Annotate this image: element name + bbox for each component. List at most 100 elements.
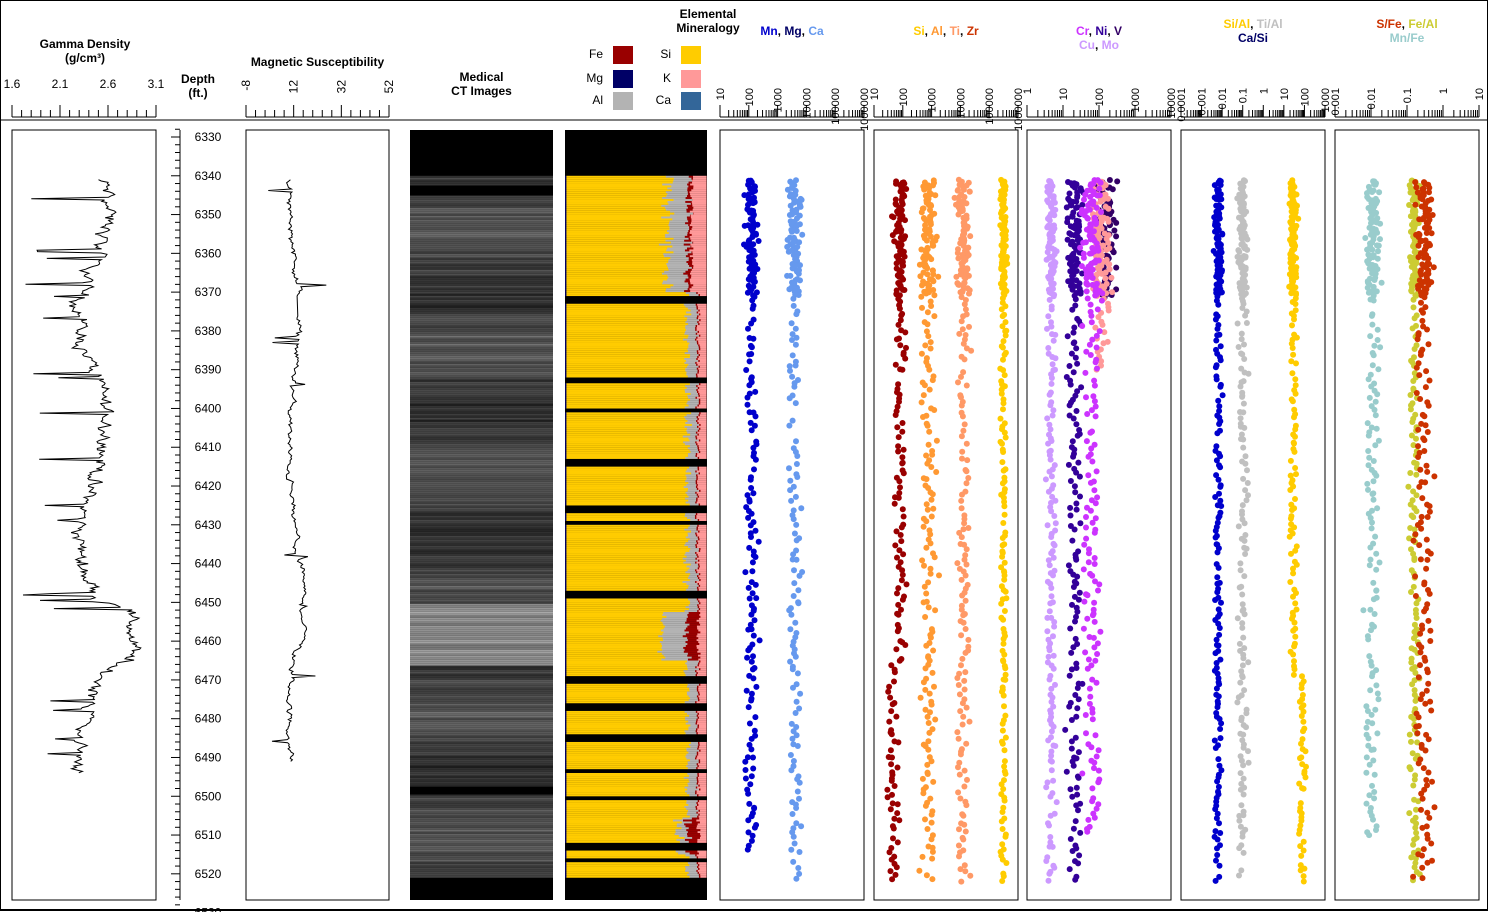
mineralogy-bar: [671, 242, 693, 244]
ct-slice: [410, 616, 553, 618]
mineralogy-bar: [665, 657, 692, 659]
mineralogy-bar: [566, 430, 686, 432]
mineralogy-bar: [690, 290, 706, 292]
mineralogy-bar: [699, 331, 707, 333]
mineralogy-bar: [700, 383, 706, 385]
crnivcumo-point: [1083, 514, 1089, 520]
mineralogy-bar: [683, 558, 696, 560]
mineralogy-bar: [566, 757, 686, 759]
mnmgca-point: [797, 849, 803, 855]
sialtizr-point: [891, 826, 897, 832]
crnivcumo-point: [1099, 298, 1105, 304]
mnmgca-point: [791, 516, 797, 522]
mineralogy-bar: [698, 779, 706, 781]
depth-tick-label: 6400: [195, 401, 222, 415]
ct-slice: [410, 820, 553, 822]
mineralogy-bar: [665, 207, 688, 209]
gamma-title-line: (g/cm³): [65, 51, 105, 65]
ct-slice: [410, 716, 553, 718]
sialtizr-point: [959, 577, 965, 583]
mineralogy-bar: [687, 234, 692, 236]
crnivcumo-point: [1064, 769, 1070, 775]
mineralogy-bar: [566, 666, 687, 668]
mineralogy-bar: [683, 820, 697, 822]
mineralogy-bar: [698, 637, 706, 639]
sialtizr-point: [964, 480, 970, 486]
mineralogy-bar: [690, 232, 707, 234]
crnivcumo-point: [1069, 717, 1075, 723]
sialtizr-point: [892, 669, 898, 675]
magsus-title-line: Magnetic Susceptibility: [251, 55, 385, 69]
mineralogy-bar: [700, 348, 706, 350]
mineralogy-bar: [685, 385, 696, 387]
mineralogy-bar: [692, 197, 707, 199]
mineralogy-bar: [684, 544, 695, 546]
sialtizr-title-part: ,: [943, 24, 950, 38]
ct-slice: [410, 368, 553, 370]
mnmgca-point: [787, 395, 793, 401]
sialtizr-point: [922, 614, 928, 620]
ct-slice: [410, 316, 553, 318]
mineralogy-bar: [666, 176, 689, 178]
sialtizr-point: [957, 182, 963, 188]
mineralogy-bar: [566, 792, 687, 794]
ct-slice: [410, 644, 553, 646]
mineralogy-bar: [661, 630, 685, 632]
mineralogy-bar: [700, 360, 707, 362]
ct-slice: [410, 814, 553, 816]
ct-slice: [410, 342, 553, 344]
mineralogy-bar: [566, 821, 682, 823]
mineralogy-legend-label: K: [663, 71, 671, 85]
mineralogy-bar: [688, 288, 690, 290]
sialtizr-point: [893, 362, 899, 368]
ct-gap: [410, 185, 553, 195]
sialtizr-point: [922, 382, 928, 388]
sialtizr-point: [921, 524, 927, 530]
crnivcumo-point: [1062, 727, 1068, 733]
mnmgca-point: [750, 755, 756, 761]
mineralogy-bar: [683, 635, 697, 637]
mineralogy-bar: [566, 816, 690, 818]
sialtizr-point: [1000, 826, 1006, 832]
mineralogy-bar: [668, 261, 687, 263]
ratios1-point: [1218, 600, 1224, 606]
mineralogy-bar: [566, 725, 690, 727]
ratios1-point: [1217, 484, 1223, 490]
mineralogy-bar: [698, 587, 706, 589]
mnmgca-point: [791, 834, 797, 840]
sialtizr-point: [956, 212, 962, 218]
crnivcumo-point: [1069, 794, 1075, 800]
mineralogy-bar: [697, 471, 707, 473]
mineralogy-bar: [566, 789, 687, 791]
sialtizr-point: [964, 562, 970, 568]
ct-slice: [410, 484, 553, 486]
mineralogy-bar: [566, 631, 663, 633]
mineralogy-bar: [697, 500, 706, 502]
mineralogy-bar: [689, 715, 697, 717]
ct-slice: [410, 348, 553, 350]
sialtizr-point: [965, 475, 971, 481]
sialtizr-point: [900, 420, 906, 426]
mineralogy-bar: [566, 387, 687, 389]
ratios1-point: [1215, 326, 1221, 332]
mineralogy-bar: [566, 567, 689, 569]
mineralogy-bar: [691, 218, 706, 220]
crnivcumo-point: [1046, 557, 1052, 563]
sialtizr-point: [924, 872, 930, 878]
mineralogy-bar: [566, 790, 685, 792]
ct-slice: [410, 280, 553, 282]
ct-slice: [410, 410, 553, 412]
mineralogy-bar: [566, 598, 688, 600]
mineralogy-bar: [663, 631, 689, 633]
mineralogy-bar: [687, 218, 692, 220]
crnivcumo-point: [1054, 799, 1060, 805]
mnmgca-point: [787, 487, 793, 493]
ct-slice: [410, 322, 553, 324]
ct-slice: [410, 860, 553, 862]
sialtizr-point: [999, 391, 1005, 397]
crnivcumo-point: [1047, 677, 1053, 683]
ct-slice: [410, 674, 553, 676]
mineralogy-bar: [690, 602, 699, 604]
mineralogy-bar: [685, 331, 698, 333]
sialtizr-point: [887, 695, 893, 701]
